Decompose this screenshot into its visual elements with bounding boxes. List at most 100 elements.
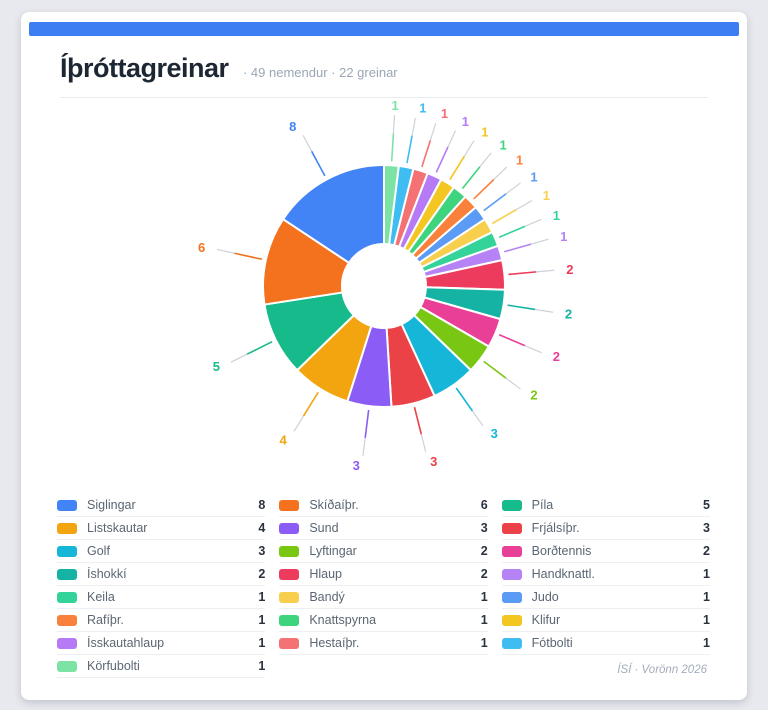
slice-value-label: 3 xyxy=(353,458,360,473)
slice-connector xyxy=(310,150,326,177)
legend-swatch xyxy=(57,499,77,511)
slice-value-label: 1 xyxy=(553,208,560,223)
slice-connector xyxy=(491,208,517,225)
slice-connector-tail xyxy=(447,130,457,148)
legend-item-siglingar[interactable]: Siglingar 8 xyxy=(57,494,266,517)
legend-swatch xyxy=(279,568,300,580)
legend-item-band-[interactable]: Bandý 1 xyxy=(279,586,488,609)
slice-connector-tail xyxy=(471,410,484,426)
slice-connector-tail xyxy=(230,353,248,363)
slice-connector xyxy=(507,304,536,311)
legend-value: 2 xyxy=(258,567,266,581)
header-divider xyxy=(60,97,708,98)
legend-item-handknattl-[interactable]: Handknattl. 1 xyxy=(501,563,710,586)
page-title: Íþróttagreinar xyxy=(60,53,229,83)
legend-label: Píla xyxy=(531,498,554,512)
slice-connector xyxy=(508,271,537,276)
legend-value: 5 xyxy=(703,498,710,512)
legend-item-lyftingar[interactable]: Lyftingar 2 xyxy=(279,540,488,563)
legend-item-sk-a-r-[interactable]: Skíðaíþr. 6 xyxy=(279,494,488,517)
legend-swatch xyxy=(57,522,77,534)
legend-label: Fótbolti xyxy=(531,636,573,650)
slice-connector-tail xyxy=(464,140,475,157)
legend-value: 1 xyxy=(258,590,266,604)
legend-swatch xyxy=(501,591,522,603)
slice-value-label: 1 xyxy=(500,138,507,153)
slice-value-label: 5 xyxy=(213,359,220,374)
slice-connector-tail xyxy=(411,117,417,136)
legend-label: Hlaup xyxy=(309,567,342,581)
legend-swatch xyxy=(279,614,300,626)
slice-value-label: 1 xyxy=(462,114,469,129)
legend-item--sskautahlaup[interactable]: Ísskautahlaup 1 xyxy=(57,632,266,655)
legend-item-listskautar[interactable]: Listskautar 4 xyxy=(57,517,266,540)
slice-connector-tail xyxy=(536,269,555,273)
slice-connector-tail xyxy=(429,122,437,141)
slice-connector-tail xyxy=(493,166,508,180)
pie-slice-siglingar[interactable] xyxy=(282,164,385,264)
legend-item-p-la[interactable]: Píla 5 xyxy=(501,494,710,517)
legend-item--shokk-[interactable]: Íshokkí 2 xyxy=(57,563,266,586)
legend-item-keila[interactable]: Keila 1 xyxy=(57,586,266,609)
legend-item-bor-tennis[interactable]: Borðtennis 2 xyxy=(501,540,710,563)
header: Íþróttagreinar · 49 nemendur · 22 greina… xyxy=(60,52,708,84)
legend-item-klifur[interactable]: Klifur 1 xyxy=(501,609,710,632)
slice-value-label: 3 xyxy=(430,454,437,469)
legend-swatch xyxy=(501,545,522,557)
slice-connector xyxy=(406,135,413,164)
slice-connector-tail xyxy=(479,152,492,168)
legend-item-k-rfubolti[interactable]: Körfubolti 1 xyxy=(57,655,266,678)
report-card: Íþróttagreinar · 49 nemendur · 22 greina… xyxy=(21,12,747,700)
slice-connector-tail xyxy=(516,199,533,211)
slice-connector xyxy=(504,243,532,253)
slice-connector-tail xyxy=(392,115,396,134)
slice-value-label: 1 xyxy=(481,125,488,140)
slice-connector-tail xyxy=(216,248,235,254)
legend-swatch xyxy=(279,545,300,557)
legend-item-judo[interactable]: Judo 1 xyxy=(501,586,710,609)
legend-item-golf[interactable]: Golf 3 xyxy=(57,540,266,563)
slice-connector-tail xyxy=(535,308,554,313)
legend-item-hlaup[interactable]: Hlaup 2 xyxy=(279,563,488,586)
footer-note: ÍSÍ · Vorönn 2026 xyxy=(617,664,707,676)
legend-item-knattspyrna[interactable]: Knattspyrna 1 xyxy=(279,609,488,632)
slice-value-label: 2 xyxy=(566,262,573,277)
legend-label: Frjálsíþr. xyxy=(531,521,580,535)
legend-value: 2 xyxy=(480,544,488,558)
slice-connector xyxy=(498,225,526,239)
legend-item-f-tbolti[interactable]: Fótbolti 1 xyxy=(501,632,710,655)
slice-connector-tail xyxy=(302,135,313,152)
page-subtitle: · 49 nemendur · 22 greinar xyxy=(242,65,398,80)
legend-swatch xyxy=(57,660,77,672)
legend-label: Judo xyxy=(531,590,559,604)
slice-value-label: 3 xyxy=(491,426,498,441)
slice-value-label: 1 xyxy=(516,153,523,168)
legend-label: Hestaíþr. xyxy=(309,636,360,650)
slice-connector xyxy=(483,193,507,212)
legend-label: Golf xyxy=(87,544,110,558)
slice-connector-tail xyxy=(505,182,521,195)
legend-value: 1 xyxy=(703,567,710,581)
legend-item-sund[interactable]: Sund 3 xyxy=(279,517,488,540)
slice-value-label: 1 xyxy=(560,229,567,244)
legend-item-raf-r-[interactable]: Rafíþr. 1 xyxy=(57,609,266,632)
legend-value: 1 xyxy=(258,659,266,673)
legend-item-frj-ls-r-[interactable]: Frjálsíþr. 3 xyxy=(501,517,710,540)
legend-label: Keila xyxy=(87,590,115,604)
slice-connector xyxy=(498,333,526,347)
legend-swatch xyxy=(57,568,77,580)
legend-value: 8 xyxy=(258,498,266,512)
legend-swatch xyxy=(279,522,300,534)
legend-swatch xyxy=(279,637,300,649)
legend-swatch xyxy=(57,545,77,557)
slice-value-label: 1 xyxy=(530,169,537,184)
slice-connector xyxy=(461,166,481,190)
legend-label: Siglingar xyxy=(87,498,136,512)
legend-swatch xyxy=(57,591,77,603)
legend-swatch xyxy=(501,637,522,649)
legend-item-hesta-r-[interactable]: Hestaíþr. 1 xyxy=(279,632,488,655)
slice-value-label: 1 xyxy=(441,106,448,121)
slice-connector xyxy=(364,409,370,438)
legend-swatch xyxy=(501,614,522,626)
